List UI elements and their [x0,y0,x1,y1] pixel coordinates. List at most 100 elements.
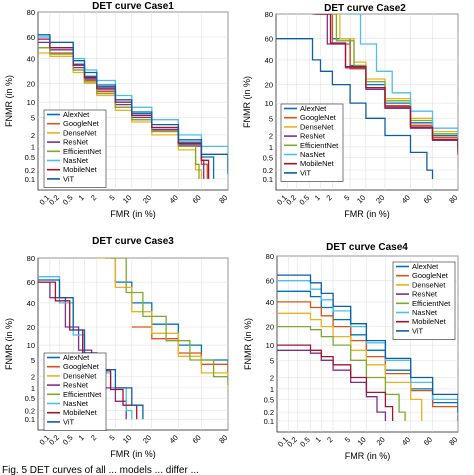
x-tick-label: 20 [141,193,153,205]
y-tick-label: 40 [27,54,35,63]
series-line-vit [276,38,434,179]
y-tick-label: 0.2 [264,408,274,417]
x-tick-label: 5 [343,435,352,444]
chart-title: DET curve Case2 [324,3,406,14]
x-tick-label: 5 [107,193,116,202]
x-tick-label: 10 [121,193,133,205]
y-tick-label: 0.2 [263,166,273,175]
legend-entry: AlexNet [300,104,327,113]
x-axis-label: FMR (in %) [110,449,156,459]
y-tick-label: 1 [31,384,35,393]
legend-entry: NasNet [300,150,326,159]
y-tick-label: 2 [31,131,35,140]
y-tick-label: 10 [27,341,35,350]
x-tick-label: 0.2 [285,435,299,449]
x-tick-label: 20 [375,435,387,447]
x-tick-label: 60 [191,433,203,445]
x-tick-label: 0.5 [298,435,312,449]
series-line-vit [277,274,458,413]
x-tick-label: 40 [168,193,180,205]
y-tick-label: 5 [31,356,35,365]
legend-entry: ResNet [300,132,326,141]
y-tick-label: 2 [270,373,274,382]
legend-entry: GoogleNet [300,113,337,122]
x-tick-label: 5 [107,433,116,442]
y-tick-label: 60 [27,278,35,287]
x-tick-label: 0.5 [297,193,311,207]
legend-entry: GoogleNet [63,119,100,128]
y-tick-label: 0.5 [264,395,274,404]
legend: AlexNetGoogleNetDenseNetResNetEfficientN… [280,103,344,182]
legend-entry: EfficientNet [63,147,102,156]
y-tick-label: 20 [266,323,274,332]
x-tick-label: 20 [141,433,153,445]
x-tick-label: 40 [400,193,412,205]
legend-entry: DenseNet [63,371,97,380]
x-axis-label: FMR (in %) [344,209,390,219]
x-tick-label: 2 [89,193,98,202]
y-tick-label: 40 [27,299,35,308]
y-tick-label: 80 [27,8,35,17]
y-tick-label: 10 [265,99,273,108]
x-tick-label: 0.2 [284,193,298,207]
y-tick-label: 0.5 [25,153,35,162]
series-line-vit [38,34,228,174]
legend: AlexNetGoogleNetDenseNetResNetEfficientN… [392,261,456,340]
legend-entry: DenseNet [63,128,97,137]
legend-entry: MobileNet [412,317,447,326]
y-axis-label: FNMR (in %) [4,318,14,370]
legend-entry: DenseNet [300,122,334,131]
y-tick-label: 60 [266,277,274,286]
x-tick-label: 60 [422,435,434,447]
x-tick-label: 2 [324,193,333,202]
figure-caption: Fig. 5 DET curves of all ... models ... … [2,465,199,475]
legend-entry: GoogleNet [63,362,100,371]
legend-entry: AlexNet [63,353,90,362]
x-tick-label: 5 [342,193,351,202]
legend-entry: ViT [63,174,75,183]
x-tick-label: 2 [89,433,98,442]
x-tick-label: 1 [77,193,86,202]
legend-entry: NasNet [63,399,89,408]
legend-entry: MobileNet [63,408,98,417]
y-tick-label: 0.1 [264,417,274,426]
x-tick-label: 10 [121,433,133,445]
y-tick-label: 5 [269,114,273,123]
y-tick-label: 0.2 [25,407,35,416]
x-tick-label: 1 [313,435,322,444]
series-line-efficientnet [110,258,228,386]
series-group [38,34,228,179]
x-tick-label: 60 [422,193,434,205]
chart-title: DET curve Case1 [92,1,174,12]
chart-title: DET curve Case4 [326,242,408,253]
y-tick-label: 0.1 [25,175,35,184]
x-axis-label: FMR (in %) [110,209,156,219]
x-tick-label: 0.2 [47,193,61,207]
y-tick-label: 0.5 [263,153,273,162]
x-axis-label: FMR (in %) [345,451,391,461]
legend-entry: MobileNet [63,165,98,174]
x-tick-label: 10 [356,435,368,447]
y-tick-label: 2 [31,373,35,382]
x-tick-label: 10 [355,193,367,205]
legend-entry: AlexNet [63,110,90,119]
y-tick-label: 0.1 [263,175,273,184]
x-tick-label: 20 [374,193,386,205]
y-tick-label: 5 [270,356,274,365]
legend-entry: AlexNet [412,262,439,271]
legend-entry: ViT [63,417,75,426]
y-tick-label: 10 [266,341,274,350]
y-axis-label: FNMR (in %) [243,318,253,370]
legend-entry: ResNet [63,381,89,390]
y-tick-label: 40 [266,298,274,307]
y-tick-label: 5 [31,114,35,123]
y-axis-label: FNMR (in %) [242,76,252,128]
y-tick-label: 0.5 [25,394,35,403]
x-tick-label: 60 [191,193,203,205]
y-tick-label: 0.2 [25,166,35,175]
series-group [276,14,458,179]
